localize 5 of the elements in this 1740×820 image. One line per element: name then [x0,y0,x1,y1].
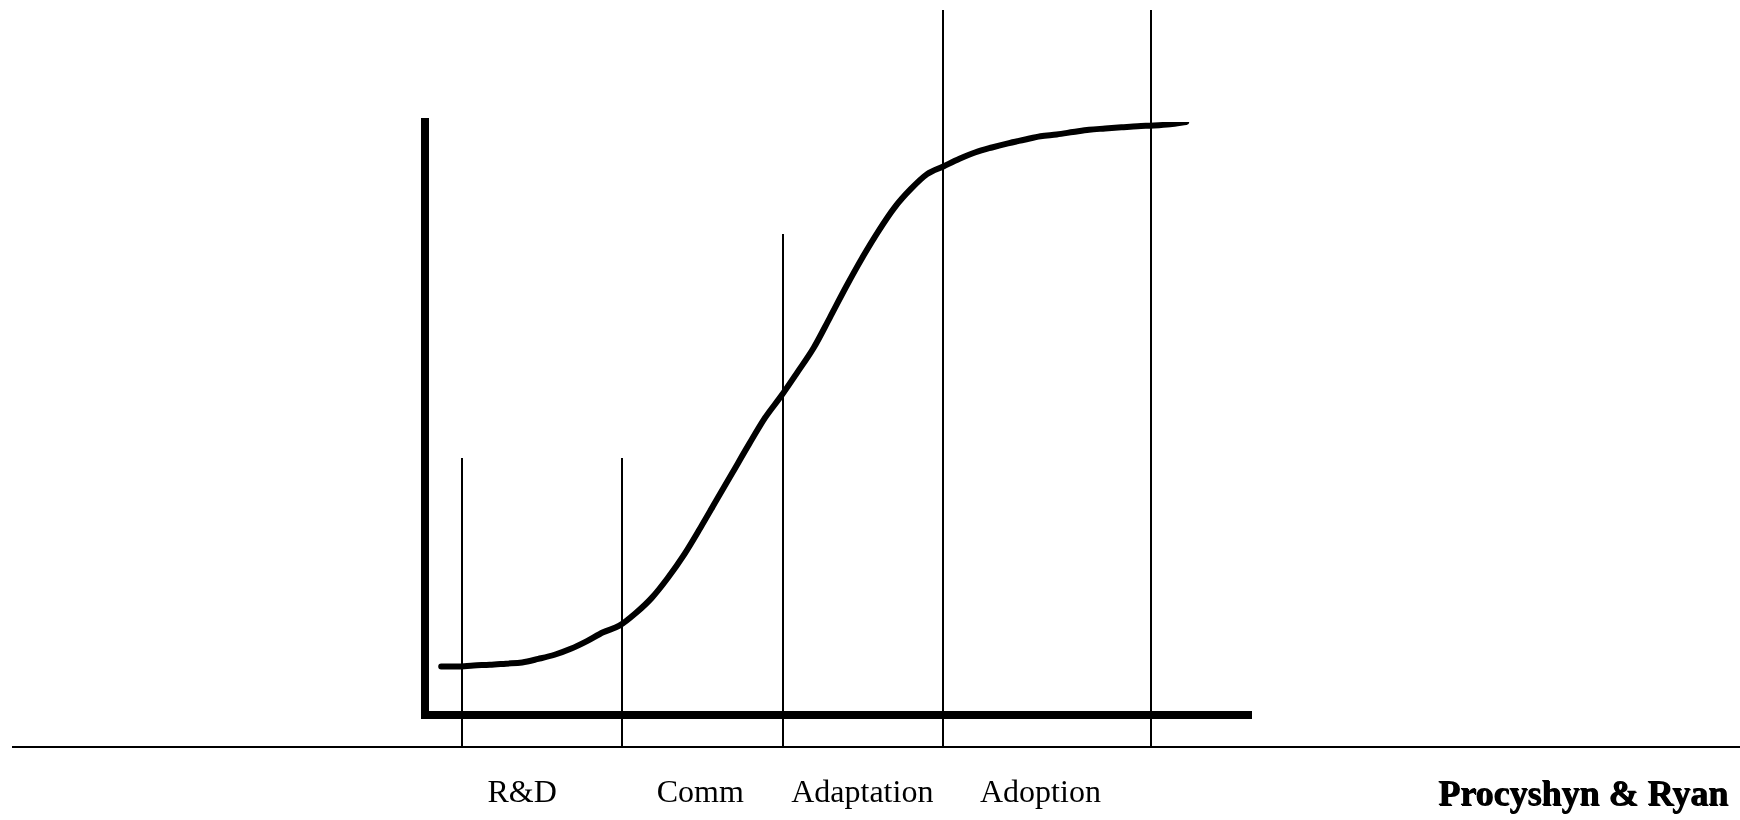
x-tick-label: Adoption [980,773,1101,810]
text: Procyshyn & Ryan [1437,772,1728,814]
x-tick-label: Adaptation [791,773,934,810]
x-tick-label: R&D [487,773,557,810]
x-tick-label: Comm [656,773,745,810]
